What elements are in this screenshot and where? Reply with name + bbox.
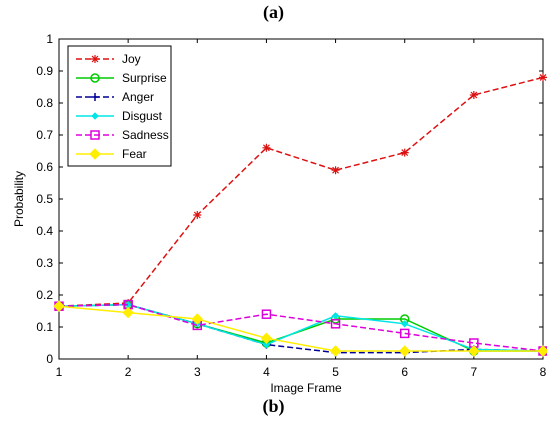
y-tick-label: 0.8 <box>36 96 53 110</box>
data-point-fear <box>329 345 342 357</box>
data-point-sadness <box>399 328 410 339</box>
data-point-fear <box>537 345 547 357</box>
data-point-joy <box>400 148 409 157</box>
figure-caption-bottom: (b) <box>262 396 285 416</box>
x-tick-label: 1 <box>56 365 63 379</box>
data-point-joy <box>331 166 340 175</box>
data-point-fear <box>191 313 203 325</box>
legend-label-surprise: Surprise <box>122 71 167 85</box>
legend-marker-disgust <box>91 112 99 120</box>
x-tick-label: 6 <box>401 365 408 379</box>
data-point-joy <box>469 91 478 99</box>
data-point-joy <box>262 143 271 152</box>
x-tick-label: 3 <box>194 365 201 379</box>
data-point-fear <box>260 332 273 344</box>
legend-marker-anger <box>91 93 99 101</box>
legend-marker-joy <box>91 55 99 63</box>
legend-marker-fear <box>89 148 101 160</box>
data-point-fear <box>122 306 134 319</box>
data-point-fear <box>53 300 65 312</box>
series-line-fear <box>58 305 543 352</box>
y-tick-label: 0.6 <box>36 160 53 174</box>
legend-marker-surprise <box>90 73 100 83</box>
data-point-disgust <box>331 312 340 320</box>
y-tick-label: 0.5 <box>36 192 53 206</box>
y-tick-label: 0.9 <box>36 64 53 78</box>
legend-label-joy: Joy <box>122 52 141 66</box>
x-tick-label: 2 <box>125 365 132 379</box>
y-axis-label: Probability <box>12 171 26 227</box>
legend-label-sadness: Sadness <box>122 128 169 142</box>
data-point-fear <box>399 345 411 357</box>
legend-box <box>67 45 172 167</box>
y-tick-label: 0.4 <box>36 224 53 238</box>
legend-item-sadness: Sadness <box>76 128 169 142</box>
legend-label-anger: Anger <box>122 90 154 104</box>
legend-item-surprise: Surprise <box>76 71 167 85</box>
legend-marker-sadness <box>90 130 100 140</box>
legend-label-disgust: Disgust <box>122 109 163 123</box>
series-line-sadness <box>58 303 544 352</box>
legend: Joy Surprise Anger Disgust Sadness Fear <box>67 45 172 167</box>
legend-label-fear: Fear <box>122 147 147 161</box>
data-point-joy <box>539 73 547 82</box>
data-point-disgust <box>262 340 271 349</box>
x-axis-label: Image Frame <box>270 381 342 395</box>
x-tick-label: 8 <box>540 365 547 379</box>
y-tick-label: 0.2 <box>36 288 53 302</box>
legend-item-joy: Joy <box>76 52 141 66</box>
data-point-disgust <box>401 320 409 328</box>
series-lines <box>53 73 547 357</box>
data-point-sadness <box>261 309 272 319</box>
data-point-fear <box>468 345 480 357</box>
x-tick-label: 4 <box>263 365 270 379</box>
data-point-sadness <box>330 319 341 329</box>
data-point-joy <box>193 211 202 219</box>
series-fear <box>53 300 547 357</box>
series-line-joy <box>58 76 544 307</box>
legend-item-fear: Fear <box>76 147 147 161</box>
legend-item-disgust: Disgust <box>76 109 163 123</box>
x-tick-label: 7 <box>471 365 478 379</box>
legend-item-anger: Anger <box>76 90 154 104</box>
y-tick-label: 0.7 <box>36 128 53 142</box>
y-tick-label: 1 <box>46 32 53 46</box>
figure-caption-top: (a) <box>263 2 284 22</box>
y-tick-label: 0.3 <box>36 256 53 270</box>
axes: 1 2 3 4 5 6 7 8 0 0.1 0.2 0.3 0.4 0.5 0.6 0.7 0.8 0.9 1 <box>36 32 546 379</box>
y-tick-label: 0.1 <box>36 320 53 334</box>
y-tick-label: 0 <box>46 352 53 366</box>
x-tick-label: 5 <box>332 365 339 379</box>
